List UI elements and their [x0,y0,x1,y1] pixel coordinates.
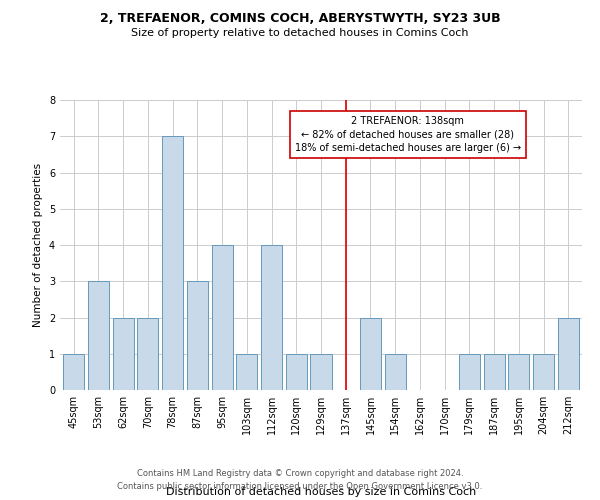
Bar [533,354,554,390]
Bar [187,281,208,390]
Bar [63,354,84,390]
Bar [212,245,233,390]
Bar [162,136,183,390]
Text: Contains public sector information licensed under the Open Government Licence v3: Contains public sector information licen… [118,482,482,491]
Bar [113,318,134,390]
Bar [385,354,406,390]
Text: Contains HM Land Registry data © Crown copyright and database right 2024.: Contains HM Land Registry data © Crown c… [137,468,463,477]
Bar [508,354,529,390]
Bar [484,354,505,390]
Y-axis label: Number of detached properties: Number of detached properties [34,163,43,327]
Bar [261,245,282,390]
Bar [360,318,381,390]
Bar [310,354,332,390]
Bar [137,318,158,390]
Text: Size of property relative to detached houses in Comins Coch: Size of property relative to detached ho… [131,28,469,38]
X-axis label: Distribution of detached houses by size in Comins Coch: Distribution of detached houses by size … [166,487,476,497]
Bar [558,318,579,390]
Bar [459,354,480,390]
Text: 2 TREFAENOR: 138sqm
← 82% of detached houses are smaller (28)
18% of semi-detach: 2 TREFAENOR: 138sqm ← 82% of detached ho… [295,116,521,152]
Bar [286,354,307,390]
Bar [88,281,109,390]
Bar [236,354,257,390]
Text: 2, TREFAENOR, COMINS COCH, ABERYSTWYTH, SY23 3UB: 2, TREFAENOR, COMINS COCH, ABERYSTWYTH, … [100,12,500,26]
